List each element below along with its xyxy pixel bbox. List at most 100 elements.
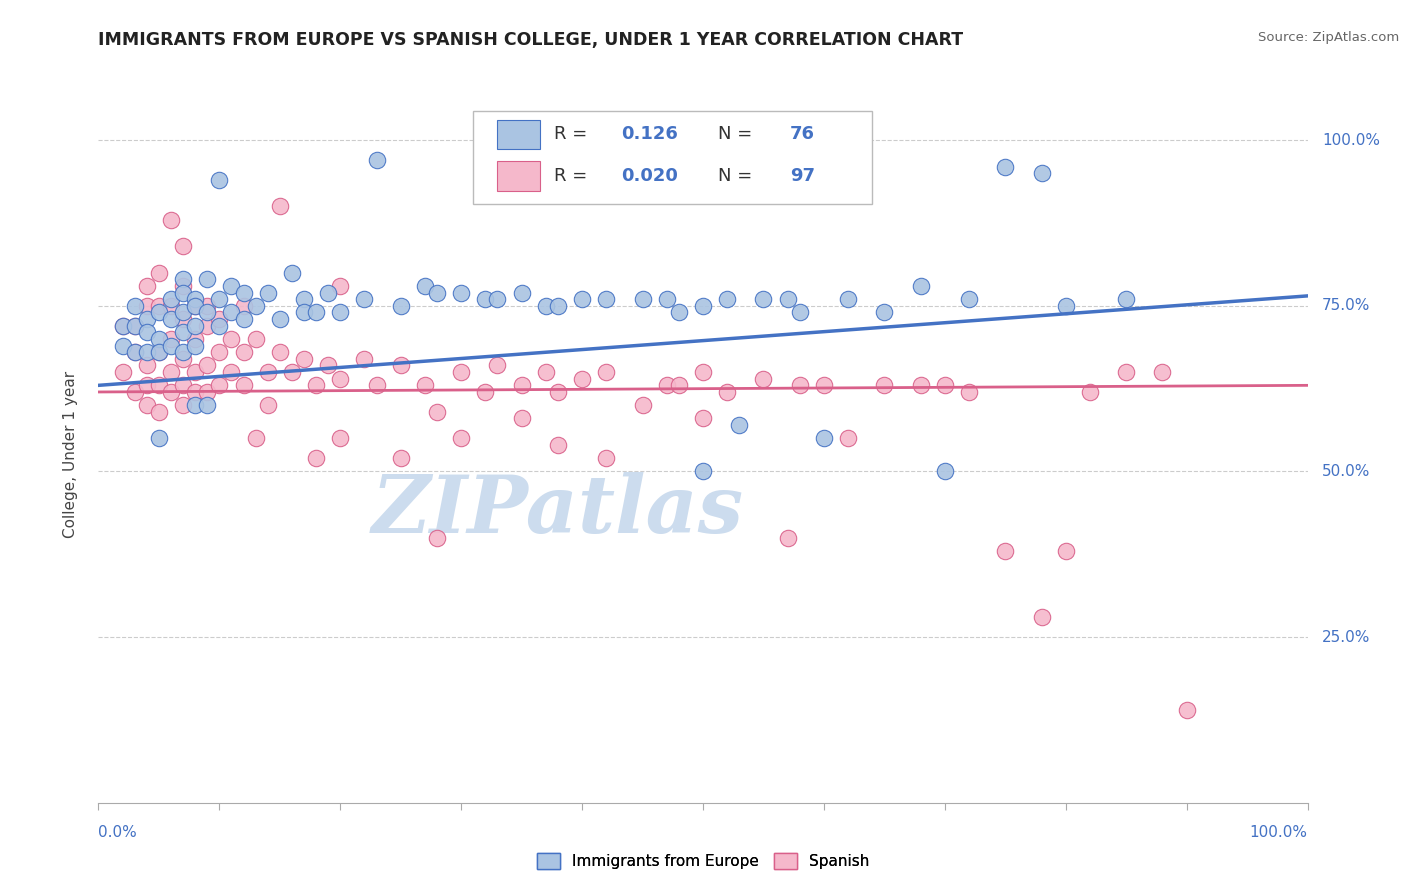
Point xyxy=(934,465,956,479)
Point xyxy=(221,365,243,379)
Point xyxy=(256,365,278,379)
Point xyxy=(668,378,690,392)
Point xyxy=(135,359,157,373)
Point xyxy=(510,378,533,392)
Point xyxy=(124,384,146,399)
Text: 76: 76 xyxy=(790,125,815,144)
Point xyxy=(148,431,170,445)
Point xyxy=(413,279,436,293)
Text: N =: N = xyxy=(717,125,758,144)
Point xyxy=(728,418,751,433)
Point xyxy=(292,351,315,366)
Point xyxy=(389,451,412,466)
Point xyxy=(534,365,557,379)
Point xyxy=(474,384,496,399)
Point xyxy=(534,299,557,313)
Point xyxy=(172,239,194,253)
Point xyxy=(789,305,811,319)
Point xyxy=(910,279,932,293)
Point xyxy=(184,338,207,352)
Point xyxy=(353,351,375,366)
Point xyxy=(148,299,170,313)
Point xyxy=(245,332,267,346)
Point xyxy=(184,384,207,399)
Point xyxy=(329,372,352,386)
Point xyxy=(148,305,170,319)
Point xyxy=(776,531,799,545)
Point xyxy=(450,285,472,300)
Point xyxy=(148,345,170,359)
Point xyxy=(776,292,799,306)
Point xyxy=(208,312,231,326)
Point xyxy=(486,292,509,306)
Point xyxy=(994,160,1017,174)
Point xyxy=(934,378,956,392)
Text: 100.0%: 100.0% xyxy=(1250,825,1308,840)
Point xyxy=(135,312,157,326)
Point xyxy=(221,332,243,346)
Point xyxy=(910,378,932,392)
Point xyxy=(281,266,304,280)
Point xyxy=(716,384,738,399)
Point xyxy=(160,338,183,352)
Point xyxy=(245,299,267,313)
Point xyxy=(111,365,134,379)
Point xyxy=(195,299,218,313)
Point xyxy=(994,544,1017,558)
Point xyxy=(245,431,267,445)
Point xyxy=(135,345,157,359)
Point xyxy=(752,372,775,386)
Point xyxy=(595,451,617,466)
Point xyxy=(366,378,388,392)
Point xyxy=(305,451,328,466)
Point xyxy=(232,299,254,313)
Point xyxy=(111,338,134,352)
Point xyxy=(692,465,714,479)
Point xyxy=(547,299,569,313)
Point xyxy=(135,299,157,313)
Point xyxy=(426,285,449,300)
Point xyxy=(486,359,509,373)
Point xyxy=(160,312,183,326)
Text: 100.0%: 100.0% xyxy=(1322,133,1381,148)
Point xyxy=(571,372,593,386)
FancyBboxPatch shape xyxy=(498,120,540,149)
Point xyxy=(221,305,243,319)
Point xyxy=(329,431,352,445)
Point xyxy=(148,378,170,392)
Point xyxy=(547,438,569,452)
Point xyxy=(510,285,533,300)
Point xyxy=(789,378,811,392)
Point xyxy=(160,212,183,227)
Point xyxy=(221,279,243,293)
Point xyxy=(366,153,388,167)
Legend: Immigrants from Europe, Spanish: Immigrants from Europe, Spanish xyxy=(530,847,876,875)
Point xyxy=(195,272,218,286)
Point xyxy=(292,305,315,319)
Point xyxy=(752,292,775,306)
Point xyxy=(172,326,194,340)
Point xyxy=(269,345,291,359)
Point xyxy=(256,285,278,300)
Point xyxy=(160,299,183,313)
Point xyxy=(124,345,146,359)
Point xyxy=(148,345,170,359)
Point xyxy=(1031,610,1053,624)
FancyBboxPatch shape xyxy=(498,161,540,191)
Point xyxy=(111,318,134,333)
Point xyxy=(426,531,449,545)
Point xyxy=(160,384,183,399)
Point xyxy=(316,285,339,300)
Text: R =: R = xyxy=(554,167,593,185)
Point xyxy=(692,299,714,313)
Point xyxy=(184,299,207,313)
Text: 0.020: 0.020 xyxy=(621,167,678,185)
Point xyxy=(172,285,194,300)
Point xyxy=(655,292,678,306)
Point xyxy=(873,378,896,392)
Point xyxy=(571,292,593,306)
Text: 0.126: 0.126 xyxy=(621,125,678,144)
Point xyxy=(813,431,835,445)
Point xyxy=(184,292,207,306)
Point xyxy=(547,384,569,399)
